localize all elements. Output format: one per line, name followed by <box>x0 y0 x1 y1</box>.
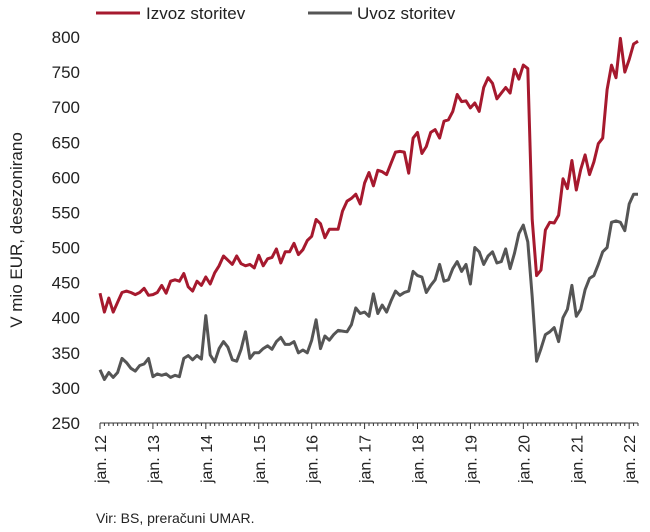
x-tick-label: jan. 14 <box>199 435 216 484</box>
y-tick-label: 600 <box>52 168 80 187</box>
series-layer <box>98 36 639 381</box>
x-tick-label: jan. 18 <box>411 435 428 484</box>
y-tick-label: 300 <box>52 379 80 398</box>
series-line-uvoz <box>98 192 638 381</box>
x-axis: jan. 12 jan. 13 jan. 14 jan. 15 jan. 16 jan. … <box>93 422 639 484</box>
legend-label-izvoz: Izvoz storitev <box>146 4 246 23</box>
x-tick-label: jan. 22 <box>622 435 639 484</box>
y-tick-label: 650 <box>52 133 80 152</box>
y-tick-label: 550 <box>52 203 80 222</box>
x-tick-label: jan. 17 <box>358 435 375 484</box>
legend-label-uvoz: Uvoz storitev <box>357 4 456 23</box>
x-tick-label: jan. 15 <box>252 435 269 484</box>
y-tick-label: 350 <box>52 344 80 363</box>
series-line-izvoz <box>98 36 639 314</box>
x-tick-label: jan. 12 <box>93 435 110 484</box>
x-tick-label: jan. 20 <box>516 435 533 484</box>
chart: Izvoz storitev Uvoz storitev V mio EUR, … <box>7 4 639 484</box>
x-tick-label: jan. 19 <box>463 435 480 484</box>
y-tick-label: 450 <box>52 274 80 293</box>
y-axis-label: V mio EUR, desezonirano <box>7 132 26 328</box>
x-tick-label: jan. 13 <box>146 435 163 484</box>
y-tick-label: 250 <box>52 414 80 433</box>
legend: Izvoz storitev Uvoz storitev <box>96 4 456 23</box>
y-tick-label: 400 <box>52 309 80 328</box>
source-note: Vir: BS, preračuni UMAR. <box>96 510 255 526</box>
x-tick-label: jan. 16 <box>305 435 322 484</box>
y-tick-label: 700 <box>52 98 80 117</box>
y-axis-ticks: 250 300 350 400 450 500 550 600 650 700 750 800 <box>52 28 80 433</box>
y-tick-label: 800 <box>52 28 80 47</box>
y-tick-label: 500 <box>52 239 80 258</box>
y-tick-label: 750 <box>52 63 80 82</box>
x-tick-label: jan. 21 <box>569 435 586 484</box>
